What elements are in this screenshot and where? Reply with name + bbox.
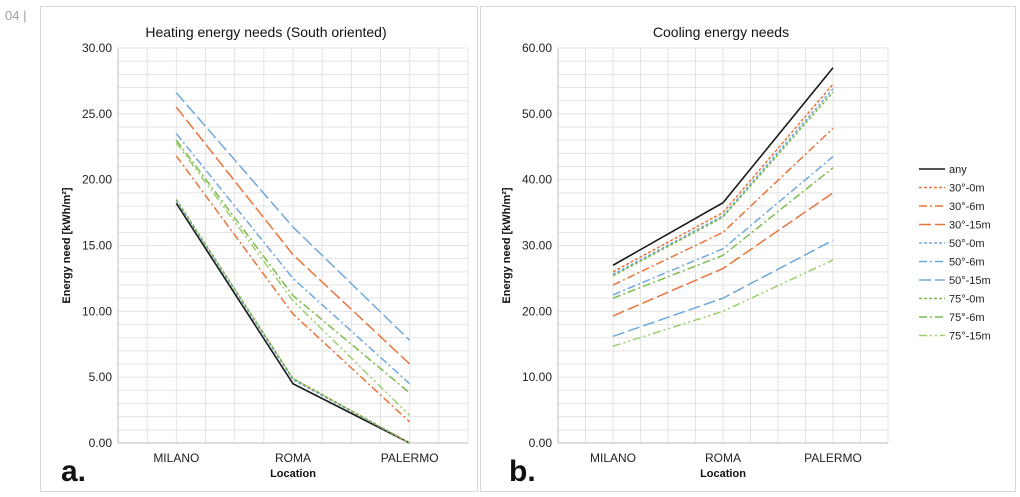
cooling-y-tick-label: 50.00 [522,107,552,121]
heating-y-tick-label: 10.00 [82,304,112,318]
heating-x-tick-label: ROMA [275,451,311,465]
cooling-series-line-any [612,67,834,266]
heating-series-line-any [175,202,411,444]
heating-series-line-50-6m [175,133,411,385]
cooling-series-line-75-15m [612,259,834,347]
heating-x-tick-label: PALERMO [381,451,439,465]
heating-series-line-75-6m [175,139,411,394]
heating-y-tick-label: 0.00 [89,436,113,450]
cooling-x-axis-label: Location [700,468,746,480]
heating-x-tick-label: MILANO [153,451,199,465]
cooling-y-axis-label: Energy need [kWh/m²] [501,187,513,303]
heating-series-line-30-15m [175,106,411,365]
legend-label-30-6m: 30°-6m [949,201,985,213]
heating-series-line-50-15m [175,92,411,341]
heating-series-line-75-0m [175,199,411,444]
heating-y-tick-label: 15.00 [82,239,112,253]
cooling-series-line-50-6m [612,156,834,296]
legend-label-50-6m: 50°-6m [949,257,985,269]
cooling-y-tick-label: 20.00 [522,304,552,318]
legend-label-75-0m: 75°-0m [949,294,985,306]
heating-panel-letter: a. [61,455,86,488]
cooling-y-tick-label: 30.00 [522,239,552,253]
cooling-chart-svg: 0.00 10.00 20.00 30.00 40.00 50.00 60.00 MILANO… [501,24,991,488]
cooling-series-line-30-15m [612,192,834,317]
heating-series-line-75-15m [175,142,411,416]
heating-x-axis-label: Location [270,468,316,480]
legend-label-50-0m: 50°-0m [949,238,985,250]
chart-panel-heating: 0.00 5.00 10.00 15.00 20.00 25.00 30.00 MILANO R… [40,6,478,492]
cooling-y-tick-label: 40.00 [522,173,552,187]
heating-y-tick-label: 5.00 [89,370,113,384]
cooling-y-tick-label: 10.00 [522,370,552,384]
cooling-x-tick-label: PALERMO [804,451,862,465]
legend-label-75-6m: 75°-6m [949,312,985,324]
cooling-series-line-50-0m [612,88,834,276]
heating-y-axis-label: Energy need [kWh/m²] [61,187,73,303]
cooling-x-tick-label: ROMA [705,451,741,465]
cooling-series-line-50-15m [612,239,834,338]
cooling-panel-letter: b. [509,455,536,488]
legend-label-30-0m: 30°-0m [949,183,985,195]
cooling-y-tick-label: 60.00 [522,41,552,55]
legend-label-30-15m: 30°-15m [949,220,991,232]
cooling-series-line-30-0m [612,83,834,273]
cooling-chart-title: Cooling energy needs [653,24,789,40]
cooling-x-tick-label: MILANO [590,451,636,465]
cooling-y-tick-label: 0.00 [529,436,553,450]
heating-y-tick-label: 20.00 [82,173,112,187]
heating-chart-svg: 0.00 5.00 10.00 15.00 20.00 25.00 30.00 MILANO R… [61,24,469,488]
cooling-series-line-75-6m [612,167,834,299]
legend-label-any: any [949,164,967,176]
heating-chart-title: Heating energy needs (South oriented) [145,24,386,40]
cooling-series-line-75-0m [612,91,834,277]
page-number: 04 | [5,8,27,23]
legend-label-75-15m: 75°-15m [949,331,991,343]
heating-y-tick-label: 30.00 [82,41,112,55]
heating-series-line-30-6m [175,155,411,423]
legend-label-50-15m: 50°-15m [949,275,991,287]
chart-panel-cooling: 0.00 10.00 20.00 30.00 40.00 50.00 60.00 MILANO… [480,6,1016,492]
heating-y-tick-label: 25.00 [82,107,112,121]
